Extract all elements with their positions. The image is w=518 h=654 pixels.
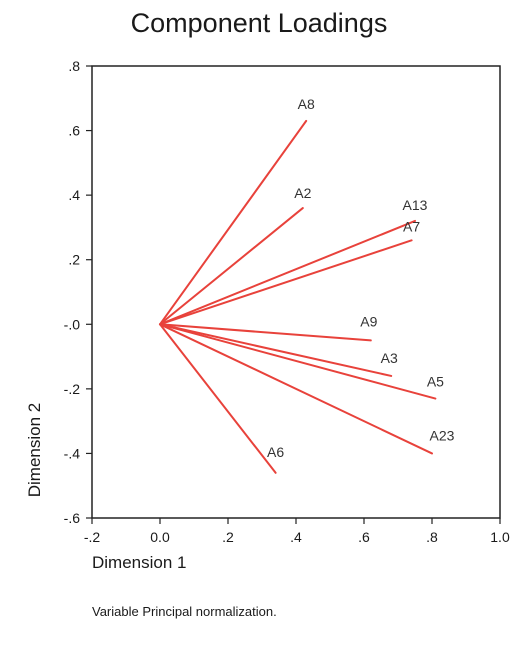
x-tick-label: -.2 — [84, 529, 101, 545]
chart-title: Component Loadings — [130, 8, 388, 38]
vector-label-a5: A5 — [427, 374, 444, 390]
x-axis-ticks: -.2 0.0 .2 .4 .6 .8 1.0 — [84, 518, 510, 545]
loading-vector-a5 — [159, 323, 437, 400]
loading-vector-a6 — [159, 323, 277, 474]
x-tick-label: .2 — [222, 529, 234, 545]
y-tick-label: -.6 — [64, 510, 81, 526]
normalization-footnote: Variable Principal normalization. — [92, 604, 277, 619]
vector-label-a9: A9 — [360, 313, 377, 329]
loading-vector-a8 — [159, 119, 308, 326]
loading-vector-a9 — [159, 323, 372, 342]
loading-vector-a7 — [159, 239, 413, 326]
loading-vector-a13 — [159, 219, 416, 326]
y-tick-label: .2 — [68, 252, 80, 268]
y-tick-label: .6 — [68, 123, 80, 139]
x-tick-label: 0.0 — [150, 529, 170, 545]
y-tick-label: -.2 — [64, 381, 81, 397]
vector-label-a2: A2 — [294, 185, 311, 201]
loading-vector-a3 — [159, 323, 393, 377]
vector-label-a8: A8 — [298, 96, 315, 112]
y-tick-label: -.0 — [64, 316, 81, 332]
y-axis-ticks: .8 .6 .4 .2 -.0 -.2 -.4 -.6 — [64, 58, 92, 526]
loading-vector-a23 — [159, 323, 433, 455]
y-tick-label: -.4 — [64, 445, 81, 461]
vector-labels: A8 A2 A13 A7 A9 A3 A5 A23 A6 — [267, 96, 455, 460]
vector-label-a6: A6 — [267, 444, 284, 460]
x-tick-label: 1.0 — [490, 529, 510, 545]
loading-vectors — [159, 119, 437, 474]
y-tick-label: .4 — [68, 187, 80, 203]
vector-label-a7: A7 — [403, 218, 420, 234]
vector-label-a23: A23 — [430, 427, 455, 443]
vector-label-a3: A3 — [381, 350, 398, 366]
x-tick-label: .4 — [290, 529, 302, 545]
y-tick-label: .8 — [68, 58, 80, 74]
x-tick-label: .6 — [358, 529, 370, 545]
y-axis-label: Dimension 2 — [25, 402, 44, 498]
loading-vector-a2 — [159, 207, 304, 326]
x-tick-label: .8 — [426, 529, 438, 545]
x-axis-label: Dimension 1 — [92, 553, 187, 572]
vector-label-a13: A13 — [403, 197, 428, 213]
